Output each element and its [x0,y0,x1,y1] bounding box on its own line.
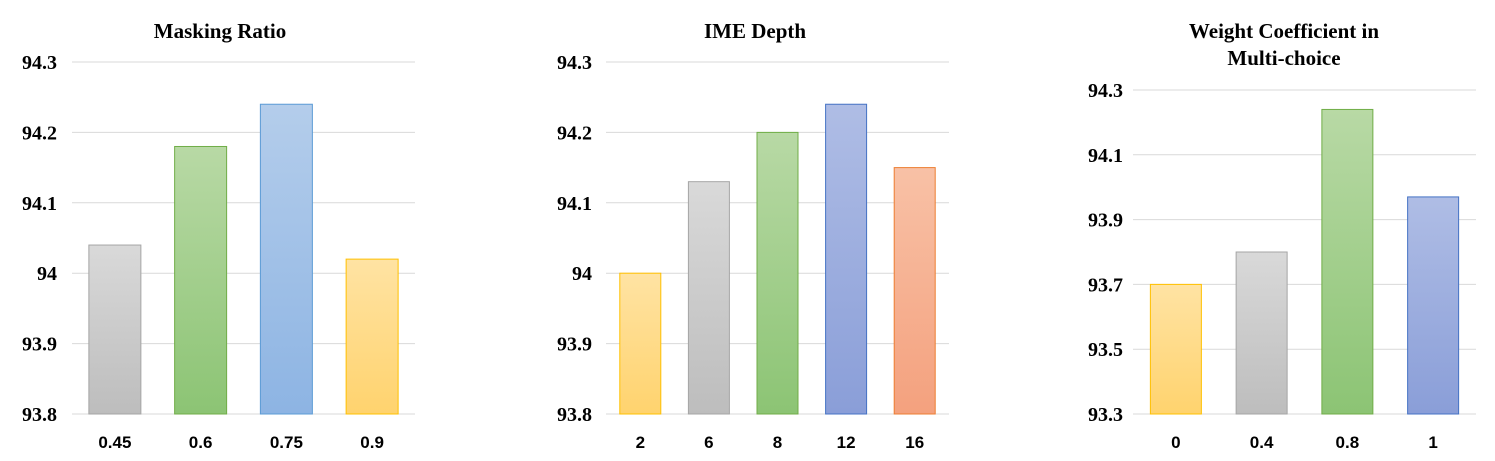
x-tick-label: 0.4 [1250,433,1274,452]
x-tick-label: 0.75 [270,433,303,452]
plot-area: 93.3 93.5 93.7 93.9 94.1 94.3 0 0.4 0.8 1 [1088,80,1476,452]
y-tick-label: 94.2 [557,122,592,144]
chart-title-line-1: Weight Coefficient in [1189,19,1379,43]
y-tick-label: 93.8 [557,404,592,426]
x-tick-label: 12 [837,433,856,452]
y-tick-label: 94 [37,263,57,285]
y-tick-label: 93.9 [557,334,592,356]
bar [259,103,313,415]
bar [687,181,730,415]
bar [174,145,228,415]
x-tick-label: 0.9 [360,433,384,452]
x-tick-label: 0 [1171,433,1180,452]
chart-masking-ratio: Masking Ratio 93.8 93.9 94 94.1 94.2 94.3 0.45… [22,19,415,452]
y-tick-label: 94.3 [1088,80,1123,102]
bar [756,131,799,415]
y-tick-label: 93.5 [1088,339,1123,361]
y-tick-label: 94.1 [22,193,57,215]
x-tick-label: 6 [704,433,713,452]
plot-area: 93.8 93.9 94 94.1 94.2 94.3 0.45 0.6 0.75 0.9 [22,52,415,452]
y-tick-label: 93.3 [1088,404,1123,426]
bar [1407,196,1460,415]
bar [88,244,142,415]
y-tick-label: 94.3 [22,52,57,74]
x-tick-label: 8 [773,433,782,452]
x-tick-label: 0.8 [1336,433,1360,452]
x-tick-label: 0.6 [189,433,213,452]
y-tick-label: 93.8 [22,404,57,426]
chart-ime-depth: IME Depth 93.8 93.9 94 94.1 94.2 94.3 2 6 8 12 16 [557,19,949,452]
y-tick-label: 93.9 [1088,210,1123,232]
y-tick-label: 94 [572,263,592,285]
y-tick-label: 94.3 [557,52,592,74]
bar [1321,108,1374,415]
bar [345,258,399,415]
chart-title: IME Depth [704,19,806,43]
x-tick-label: 16 [905,433,924,452]
plot-area: 93.8 93.9 94 94.1 94.2 94.3 2 6 8 12 16 [557,52,949,452]
chart-title: Masking Ratio [154,19,286,43]
x-tick-label: 2 [636,433,645,452]
x-tick-label: 1 [1428,433,1437,452]
chart-title-line-2: Multi-choice [1227,46,1340,70]
chart-weight-coefficient: Weight Coefficient in Multi-choice 93.39… [1088,19,1476,452]
bar [893,167,936,415]
y-tick-label: 94.2 [22,122,57,144]
bar [619,272,662,415]
y-tick-label: 93.7 [1088,274,1123,296]
y-tick-label: 93.9 [22,334,57,356]
bar [1149,283,1202,415]
bar [1235,251,1288,415]
x-tick-label: 0.45 [98,433,131,452]
y-tick-label: 94.1 [1088,145,1123,167]
bar [825,103,868,415]
y-tick-label: 94.1 [557,193,592,215]
